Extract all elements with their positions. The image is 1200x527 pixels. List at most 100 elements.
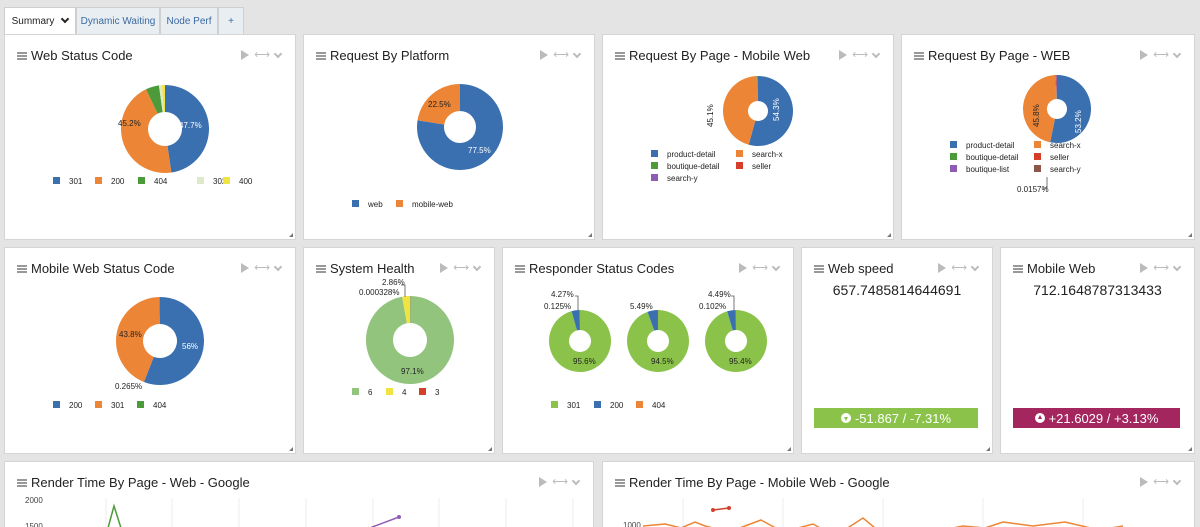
tab-node-perf[interactable]: Node Perf: [160, 7, 218, 34]
legend-swatch[interactable]: [53, 401, 60, 408]
play-icon[interactable]: [241, 263, 250, 273]
legend-label-search-y[interactable]: search-y: [1050, 165, 1081, 174]
resize-handle[interactable]: [488, 447, 492, 451]
legend-swatch[interactable]: [396, 200, 403, 207]
pie-slice-boutique-detail[interactable]: [1055, 75, 1057, 100]
pie-slice-301[interactable]: [705, 310, 767, 372]
drag-handle-icon[interactable]: [615, 478, 625, 487]
drag-handle-icon[interactable]: [17, 264, 27, 273]
drag-handle-icon[interactable]: [316, 51, 326, 60]
legend-swatch[interactable]: [636, 401, 643, 408]
legend-label-301[interactable]: 301: [567, 401, 581, 410]
legend-label-search-x[interactable]: search-x: [1050, 141, 1081, 150]
drag-handle-icon[interactable]: [515, 264, 525, 273]
legend-swatch[interactable]: [1034, 165, 1041, 172]
legend-label-200[interactable]: 200: [610, 401, 624, 410]
chevron-down-icon[interactable]: [61, 14, 70, 24]
pie-slice-product-detail[interactable]: [1050, 75, 1091, 143]
resize-handle[interactable]: [289, 447, 293, 451]
legend-swatch[interactable]: [223, 177, 230, 184]
pie-slice-404[interactable]: [159, 297, 160, 325]
pie-slice-search-x[interactable]: [723, 76, 758, 145]
resize-horizontal-icon[interactable]: ⟷: [552, 476, 568, 488]
legend-swatch[interactable]: [651, 150, 658, 157]
resize-horizontal-icon[interactable]: ⟷: [752, 262, 768, 274]
pie-slice-seller[interactable]: [757, 76, 758, 102]
resize-horizontal-icon[interactable]: ⟷: [254, 262, 270, 274]
legend-swatch[interactable]: [197, 177, 204, 184]
resize-horizontal-icon[interactable]: ⟷: [1153, 49, 1169, 61]
legend-label-web[interactable]: web: [367, 200, 383, 209]
pie-slice-boutique-list[interactable]: [1056, 75, 1057, 100]
pie-slice-301[interactable]: [116, 297, 160, 382]
pie-slice-search-x[interactable]: [1023, 75, 1057, 143]
pie-slice-4[interactable]: [402, 296, 410, 324]
resize-handle[interactable]: [1188, 233, 1192, 237]
legend-label-boutique-detail[interactable]: boutique-detail: [667, 162, 720, 171]
legend-swatch[interactable]: [736, 150, 743, 157]
drag-handle-icon[interactable]: [316, 264, 326, 273]
pie-slice-200[interactable]: [571, 310, 580, 331]
chevron-down-icon[interactable]: [970, 262, 980, 271]
legend-swatch[interactable]: [386, 388, 393, 395]
legend-swatch[interactable]: [551, 401, 558, 408]
play-icon[interactable]: [540, 50, 549, 60]
drag-handle-icon[interactable]: [17, 478, 27, 487]
legend-swatch[interactable]: [352, 388, 359, 395]
play-icon[interactable]: [241, 50, 250, 60]
pie-slice-product-detail[interactable]: [748, 76, 793, 146]
pie-slice-301[interactable]: [549, 310, 611, 372]
legend-label-product-detail[interactable]: product-detail: [966, 141, 1015, 150]
pie-slice-301[interactable]: [627, 310, 689, 372]
resize-handle[interactable]: [887, 233, 891, 237]
pie-slice-seller[interactable]: [1055, 75, 1057, 100]
legend-swatch[interactable]: [594, 401, 601, 408]
legend-label-301[interactable]: 301: [69, 177, 83, 186]
play-icon[interactable]: [739, 263, 748, 273]
resize-horizontal-icon[interactable]: ⟷: [553, 49, 569, 61]
pie-slice-mobile-web[interactable]: [417, 84, 460, 125]
resize-horizontal-icon[interactable]: ⟷: [1153, 476, 1169, 488]
resize-horizontal-icon[interactable]: ⟷: [254, 49, 270, 61]
legend-label-boutique-list[interactable]: boutique-list: [966, 165, 1010, 174]
drag-handle-icon[interactable]: [1013, 264, 1023, 273]
pie-slice-200[interactable]: [120, 89, 172, 174]
resize-horizontal-icon[interactable]: ⟷: [951, 262, 967, 274]
play-icon[interactable]: [1140, 477, 1149, 487]
legend-swatch[interactable]: [137, 401, 144, 408]
pie-slice-web[interactable]: [417, 84, 503, 171]
legend-label-404[interactable]: 404: [154, 177, 168, 186]
pie-slice-200[interactable]: [647, 310, 658, 331]
legend-swatch[interactable]: [95, 177, 102, 184]
drag-handle-icon[interactable]: [914, 51, 924, 60]
play-icon[interactable]: [440, 263, 449, 273]
legend-swatch[interactable]: [950, 165, 957, 172]
legend-swatch[interactable]: [950, 141, 957, 148]
legend-label-400[interactable]: 400: [239, 177, 253, 186]
pie-slice-200[interactable]: [143, 297, 205, 385]
resize-handle[interactable]: [289, 233, 293, 237]
play-icon[interactable]: [839, 50, 848, 60]
resize-handle[interactable]: [588, 233, 592, 237]
legend-swatch[interactable]: [1034, 153, 1041, 160]
legend-swatch[interactable]: [1034, 141, 1041, 148]
legend-swatch[interactable]: [53, 177, 60, 184]
pie-slice-boutique-detail[interactable]: [756, 76, 758, 102]
legend-label-3[interactable]: 3: [435, 388, 440, 397]
legend-swatch[interactable]: [651, 162, 658, 169]
legend-label-seller[interactable]: seller: [752, 162, 771, 171]
legend-swatch[interactable]: [419, 388, 426, 395]
resize-handle[interactable]: [787, 447, 791, 451]
legend-swatch[interactable]: [352, 200, 359, 207]
legend-label-seller[interactable]: seller: [1050, 153, 1069, 162]
play-icon[interactable]: [938, 263, 947, 273]
pie-slice-6[interactable]: [366, 296, 454, 384]
tab-add[interactable]: +: [218, 7, 244, 34]
legend-label-200[interactable]: 200: [69, 401, 83, 410]
play-icon[interactable]: [1140, 50, 1149, 60]
drag-handle-icon[interactable]: [814, 264, 824, 273]
legend-label-404[interactable]: 404: [652, 401, 666, 410]
resize-handle[interactable]: [1188, 447, 1192, 451]
pie-slice-301[interactable]: [165, 85, 210, 173]
legend-label-mobile-web[interactable]: mobile-web: [412, 200, 453, 209]
